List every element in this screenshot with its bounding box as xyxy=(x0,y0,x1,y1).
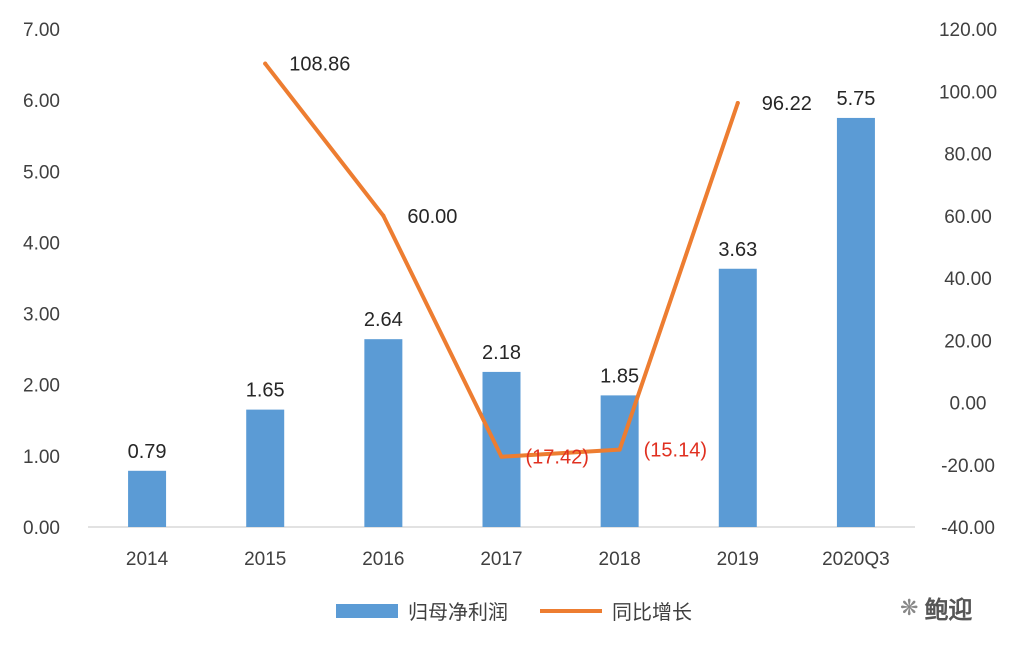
right-tick-label: -20.00 xyxy=(941,456,995,477)
watermark-text: 鲍迎 xyxy=(924,597,973,624)
left-axis-ticks: 0.00 1.00 2.00 3.00 4.00 5.00 6.00 7.00 xyxy=(23,20,60,539)
left-tick-label: 6.00 xyxy=(23,91,60,112)
line-point xyxy=(381,213,386,218)
line-value-label: 60.00 xyxy=(407,206,457,228)
category-labels: 2014 2015 2016 2017 2018 2019 2020Q3 xyxy=(126,549,890,570)
line-data-labels: 108.86 60.00 (17.42) (15.14) 96.22 xyxy=(289,54,812,469)
category-label: 2018 xyxy=(599,549,641,570)
legend-label-bar: 归母净利润 xyxy=(408,602,508,624)
bar xyxy=(128,470,167,527)
bar-value-label: 2.18 xyxy=(482,342,521,364)
bar xyxy=(482,371,521,527)
line-series xyxy=(263,61,740,459)
line-value-label: 96.22 xyxy=(762,93,812,115)
bar-value-label: 0.79 xyxy=(128,441,167,463)
bar xyxy=(718,268,757,527)
legend-swatch-line xyxy=(540,608,602,613)
legend: 归母净利润 同比增长 xyxy=(0,596,1028,628)
line-value-label: (15.14) xyxy=(644,440,707,462)
right-tick-label: 40.00 xyxy=(944,269,992,290)
legend-item-line[interactable]: 同比增长 xyxy=(540,596,692,625)
bar-value-label: 1.85 xyxy=(600,365,639,387)
category-label: 2016 xyxy=(362,549,404,570)
right-tick-label: 80.00 xyxy=(944,145,992,166)
legend-item-bar[interactable]: 归母净利润 xyxy=(336,596,508,625)
bar xyxy=(246,409,285,527)
category-label: 2020Q3 xyxy=(822,549,890,570)
category-label: 2017 xyxy=(480,549,522,570)
right-tick-label: -40.00 xyxy=(941,518,995,539)
left-tick-label: 1.00 xyxy=(23,447,60,468)
line-point xyxy=(617,447,622,452)
bar xyxy=(364,339,403,527)
bar-value-label: 2.64 xyxy=(364,309,403,331)
left-tick-label: 0.00 xyxy=(23,518,60,539)
right-tick-label: 20.00 xyxy=(944,331,992,352)
bar xyxy=(836,117,875,527)
chart-canvas: 0.001.002.003.004.005.006.007.00 -40.00-… xyxy=(23,20,997,570)
bar-value-label: 1.65 xyxy=(246,380,285,402)
line-point xyxy=(263,61,268,66)
wechat-icon: ❋ xyxy=(900,594,919,620)
right-tick-label: 120.00 xyxy=(939,20,997,41)
line-point xyxy=(499,454,504,459)
watermark: ❋ 鲍迎 xyxy=(900,590,972,625)
right-axis-ticks: -40.00 -20.00 0.00 20.00 40.00 60.00 80.00 100.… xyxy=(939,20,997,539)
left-tick-label: 5.00 xyxy=(23,162,60,183)
line-point xyxy=(735,101,740,106)
legend-swatch-bar xyxy=(336,603,398,618)
legend-label-line: 同比增长 xyxy=(612,602,692,624)
right-tick-label: 0.00 xyxy=(950,394,987,415)
category-label: 2015 xyxy=(244,549,286,570)
right-tick-label: 60.00 xyxy=(944,207,992,228)
bar-series xyxy=(128,117,875,527)
bar-value-label: 3.63 xyxy=(718,239,757,261)
left-tick-label: 3.00 xyxy=(23,305,60,326)
left-tick-label: 2.00 xyxy=(23,376,60,397)
category-label: 2019 xyxy=(717,549,759,570)
line-value-label: (17.42) xyxy=(526,447,589,469)
line-value-label: 108.86 xyxy=(289,54,350,76)
left-tick-label: 4.00 xyxy=(23,233,60,254)
right-tick-label: 100.00 xyxy=(939,82,997,103)
bar-data-labels: 0.79 1.65 2.64 2.18 1.85 3.63 5.75 xyxy=(128,88,876,463)
bar-value-label: 5.75 xyxy=(836,88,875,110)
left-tick-label: 7.00 xyxy=(23,20,60,41)
category-label: 2014 xyxy=(126,549,169,570)
